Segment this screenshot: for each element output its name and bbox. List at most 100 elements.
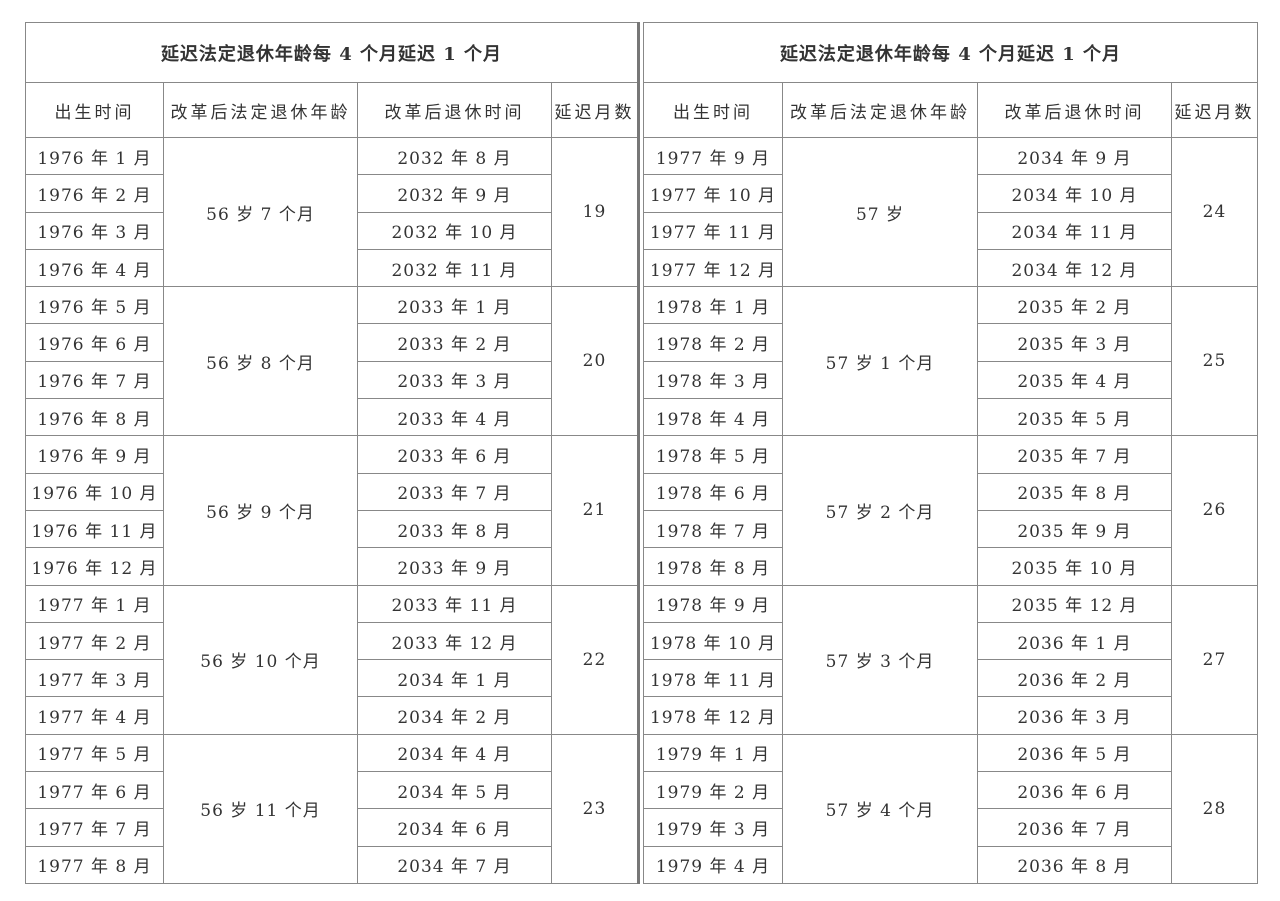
table-row: 1977 年 3 月 2034 年 1 月	[25, 659, 639, 698]
retirement-date-cell: 2033 年 3 月	[357, 360, 552, 400]
delay-months-cell: 26	[1171, 435, 1258, 586]
birth-date-cell: 1977 年 12 月	[643, 248, 783, 288]
delay-months-cell: 23	[551, 733, 639, 884]
birth-date-cell: 1976 年 4 月	[25, 248, 164, 288]
table-row: 1976 年 4 月 2032 年 11 月	[25, 248, 639, 288]
birth-date-cell: 1978 年 10 月	[643, 621, 783, 661]
table-title: 延迟法定退休年龄每 4 个月延迟 1 个月	[643, 22, 1258, 83]
table-row: 1977 年 6 月 2034 年 5 月	[25, 771, 639, 810]
retirement-date-cell: 2035 年 10 月	[977, 547, 1172, 586]
retirement-date-cell: 2036 年 5 月	[977, 733, 1172, 773]
retirement-date-cell: 2035 年 7 月	[977, 435, 1172, 474]
birth-date-cell: 1977 年 8 月	[25, 845, 164, 884]
retirement-age-cell: 56 岁 8 个月	[163, 286, 358, 437]
retirement-date-cell: 2036 年 7 月	[977, 808, 1172, 847]
retirement-date-cell: 2034 年 5 月	[357, 771, 552, 810]
column-header: 出生时间	[643, 82, 783, 138]
table-row: 1978 年 11 月 2036 年 2 月	[643, 659, 1258, 698]
column-header: 改革后退休时间	[977, 82, 1172, 138]
retirement-date-cell: 2032 年 9 月	[357, 174, 552, 213]
header-row: 出生时间 改革后法定退休年龄 改革后退休时间 延迟月数	[25, 82, 639, 138]
retirement-date-cell: 2032 年 11 月	[357, 248, 552, 288]
retirement-date-cell: 2034 年 9 月	[977, 136, 1172, 176]
table-row: 1978 年 9 月 57 岁 3 个月 2035 年 12 月 27	[643, 584, 1258, 735]
birth-date-cell: 1976 年 7 月	[25, 360, 164, 400]
table-row: 1977 年 8 月 2034 年 7 月	[25, 845, 639, 884]
retirement-date-cell: 2032 年 10 月	[357, 211, 552, 250]
retirement-date-cell: 2035 年 5 月	[977, 398, 1172, 437]
birth-date-cell: 1977 年 3 月	[25, 659, 164, 698]
retirement-date-cell: 2036 年 6 月	[977, 771, 1172, 810]
delay-months-cell: 20	[551, 286, 639, 437]
birth-date-cell: 1978 年 2 月	[643, 323, 783, 362]
table-row: 1976 年 12 月 2033 年 9 月	[25, 547, 639, 586]
retirement-date-cell: 2033 年 8 月	[357, 509, 552, 549]
retirement-table-right: 延迟法定退休年龄每 4 个月延迟 1 个月 出生时间 改革后法定退休年龄 改革后退休时…	[643, 22, 1258, 884]
delay-months-cell: 25	[1171, 286, 1258, 437]
retirement-table-left: 延迟法定退休年龄每 4 个月延迟 1 个月 出生时间 改革后法定退休年龄 改革后退休时…	[25, 22, 640, 884]
table-row: 1978 年 5 月 57 岁 2 个月 2035 年 7 月 26	[643, 435, 1258, 586]
table-row: 1976 年 8 月 2033 年 4 月	[25, 398, 639, 437]
retirement-date-cell: 2033 年 12 月	[357, 621, 552, 661]
birth-date-cell: 1978 年 9 月	[643, 584, 783, 623]
retirement-age-cell: 57 岁 1 个月	[782, 286, 978, 437]
retirement-age-cell: 57 岁	[782, 136, 978, 288]
retirement-date-cell: 2035 年 2 月	[977, 286, 1172, 325]
birth-date-cell: 1976 年 10 月	[25, 472, 164, 511]
delay-months-cell: 21	[551, 435, 639, 586]
delay-months-cell: 24	[1171, 136, 1258, 288]
title-row: 延迟法定退休年龄每 4 个月延迟 1 个月	[25, 22, 639, 83]
retirement-date-cell: 2034 年 2 月	[357, 696, 552, 735]
birth-date-cell: 1978 年 1 月	[643, 286, 783, 325]
header-row: 出生时间 改革后法定退休年龄 改革后退休时间 延迟月数	[643, 82, 1258, 138]
column-header: 改革后法定退休年龄	[163, 82, 358, 138]
retirement-date-cell: 2034 年 6 月	[357, 808, 552, 847]
birth-date-cell: 1978 年 8 月	[643, 547, 783, 586]
table-row: 1978 年 7 月 2035 年 9 月	[643, 509, 1258, 549]
retirement-date-cell: 2034 年 11 月	[977, 211, 1172, 250]
birth-date-cell: 1979 年 2 月	[643, 771, 783, 810]
table-row: 1977 年 7 月 2034 年 6 月	[25, 808, 639, 847]
retirement-age-cell: 56 岁 11 个月	[163, 733, 358, 884]
birth-date-cell: 1976 年 12 月	[25, 547, 164, 586]
table-row: 1978 年 10 月 2036 年 1 月	[643, 621, 1258, 661]
retirement-date-cell: 2035 年 8 月	[977, 472, 1172, 511]
table-row: 1976 年 7 月 2033 年 3 月	[25, 360, 639, 400]
retirement-date-cell: 2034 年 4 月	[357, 733, 552, 773]
retirement-date-cell: 2033 年 6 月	[357, 435, 552, 474]
table-row: 1978 年 6 月 2035 年 8 月	[643, 472, 1258, 511]
retirement-date-cell: 2033 年 7 月	[357, 472, 552, 511]
title-row: 延迟法定退休年龄每 4 个月延迟 1 个月	[643, 22, 1258, 83]
retirement-date-cell: 2033 年 11 月	[357, 584, 552, 623]
column-header: 改革后法定退休年龄	[782, 82, 978, 138]
birth-date-cell: 1977 年 10 月	[643, 174, 783, 213]
birth-date-cell: 1976 年 6 月	[25, 323, 164, 362]
table-row: 1979 年 1 月 57 岁 4 个月 2036 年 5 月 28	[643, 733, 1258, 884]
birth-date-cell: 1977 年 6 月	[25, 771, 164, 810]
table-row: 1977 年 5 月 56 岁 11 个月 2034 年 4 月 23	[25, 733, 639, 884]
table-row: 1977 年 2 月 2033 年 12 月	[25, 621, 639, 661]
delay-months-cell: 28	[1171, 733, 1258, 884]
birth-date-cell: 1976 年 8 月	[25, 398, 164, 437]
table-row: 1976 年 3 月 2032 年 10 月	[25, 211, 639, 250]
retirement-date-cell: 2034 年 1 月	[357, 659, 552, 698]
table-row: 1977 年 9 月 57 岁 2034 年 9 月 24	[643, 136, 1258, 288]
birth-date-cell: 1978 年 12 月	[643, 696, 783, 735]
birth-date-cell: 1976 年 1 月	[25, 136, 164, 176]
table-row: 1977 年 4 月 2034 年 2 月	[25, 696, 639, 735]
table-row: 1978 年 3 月 2035 年 4 月	[643, 360, 1258, 400]
birth-date-cell: 1977 年 7 月	[25, 808, 164, 847]
retirement-date-cell: 2032 年 8 月	[357, 136, 552, 176]
retirement-date-cell: 2036 年 2 月	[977, 659, 1172, 698]
birth-date-cell: 1976 年 11 月	[25, 509, 164, 549]
birth-date-cell: 1977 年 2 月	[25, 621, 164, 661]
birth-date-cell: 1977 年 11 月	[643, 211, 783, 250]
table-row: 1977 年 10 月 2034 年 10 月	[643, 174, 1258, 213]
delay-months-cell: 22	[551, 584, 639, 735]
birth-date-cell: 1978 年 3 月	[643, 360, 783, 400]
table-row: 1976 年 9 月 56 岁 9 个月 2033 年 6 月 21	[25, 435, 639, 586]
retirement-age-cell: 56 岁 7 个月	[163, 136, 358, 288]
retirement-date-cell: 2036 年 1 月	[977, 621, 1172, 661]
retirement-date-cell: 2033 年 4 月	[357, 398, 552, 437]
column-header: 延迟月数	[551, 82, 639, 138]
